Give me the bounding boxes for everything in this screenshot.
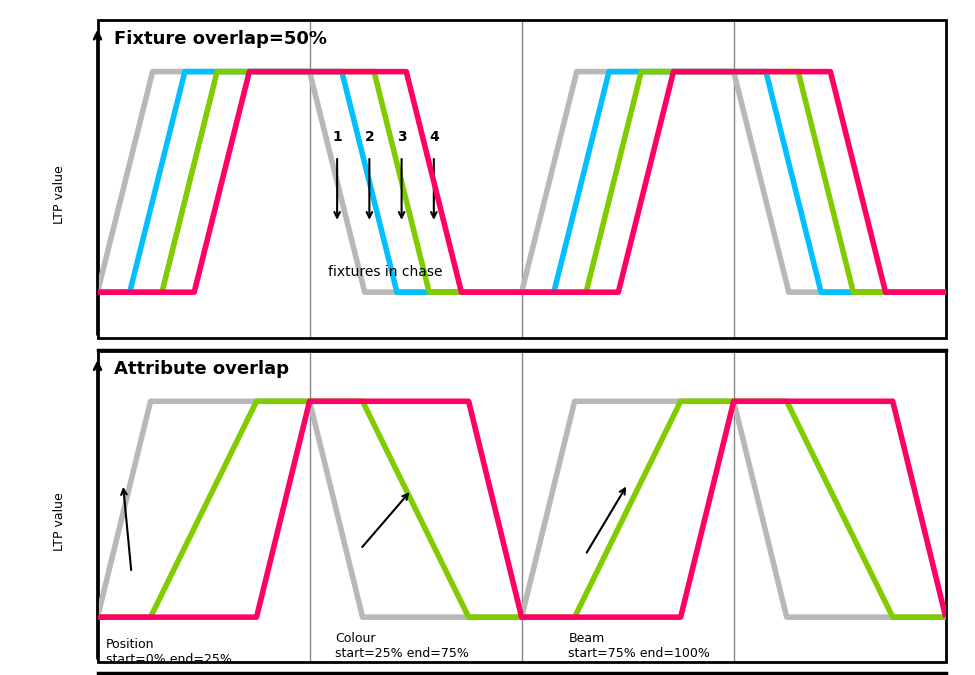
Text: Cue 2: Cue 2 [394, 377, 438, 391]
Text: Cue 1: Cue 1 [181, 377, 225, 391]
Text: Fixture overlap=50%: Fixture overlap=50% [114, 30, 328, 48]
Text: LTP value: LTP value [53, 492, 66, 551]
Text: 2: 2 [365, 130, 374, 144]
Text: Beam
start=75% end=100%: Beam start=75% end=100% [568, 632, 710, 660]
Text: 1: 1 [332, 130, 342, 144]
Text: 3: 3 [397, 130, 407, 144]
Text: fixtures in chase: fixtures in chase [329, 265, 443, 279]
Text: Colour
start=25% end=75%: Colour start=25% end=75% [335, 632, 469, 660]
Text: Cue 4: Cue 4 [818, 377, 862, 391]
Text: Attribute overlap: Attribute overlap [114, 360, 290, 378]
Text: LTP value: LTP value [53, 165, 66, 224]
Text: 4: 4 [429, 130, 439, 144]
Text: Cue 3: Cue 3 [605, 377, 649, 391]
Text: Position
start=0% end=25%: Position start=0% end=25% [106, 638, 232, 666]
